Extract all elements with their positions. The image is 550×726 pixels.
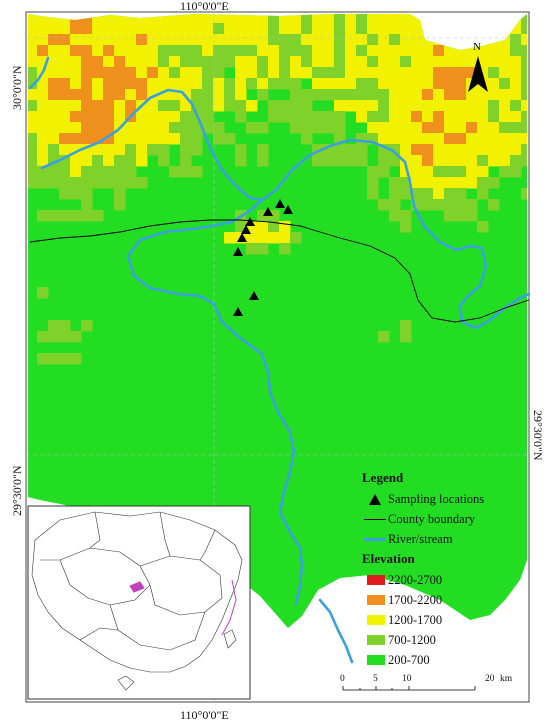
north-label: N [473,41,481,53]
rivers [28,56,531,664]
scale-label-20: 20 [485,674,495,684]
elevation-class-label: 1700-2200 [388,592,443,607]
legend-elevation-row: 200-700 [362,650,530,670]
left-latitude-top-label: 30°0'0"N [10,65,24,110]
legend-river-label: River/stream [388,531,453,546]
legend-row-river: River/stream [362,529,530,549]
county-boundary [29,219,530,323]
sampling-point [249,291,259,300]
legend: Legend Sampling locations County boundar… [362,470,530,670]
bottom-longitude-label: 110°0'0"E [180,708,229,722]
top-longitude-label: 110°0'0"E [180,0,229,13]
legend-elevation-row: 700-1200 [362,630,530,650]
scale-unit: km [500,674,513,684]
elevation-swatch [367,655,385,665]
legend-sampling-label: Sampling locations [388,491,485,506]
map-frame [25,11,530,703]
sampling-point [233,247,243,256]
north-arrow: N [468,41,488,92]
elevation-class-label: 1200-1700 [388,612,443,627]
legend-elevation-row: 2200-2700 [362,570,530,590]
elevation-class-label: 200-700 [388,652,430,667]
sampling-point [283,205,293,214]
sampling-point [233,307,243,316]
sampling-point [263,207,273,216]
sampling-point [237,233,247,242]
elevation-class-label: 700-1200 [388,632,436,647]
legend-county-label: County boundary [388,511,476,526]
legend-row-sampling: Sampling locations [362,489,530,509]
elevation-swatch [367,575,385,585]
scale-label-10: 10 [402,674,412,684]
sampling-point [275,199,285,208]
scale-label-5: 5 [373,674,378,684]
left-latitude-bottom-label: 29°30'0"N [10,465,24,516]
elevation-swatch [367,635,385,645]
elevation-swatch [367,615,385,625]
scale-bar [342,686,476,691]
triangle-icon [369,493,381,505]
right-latitude-label: 29°30'0"N [531,410,545,461]
sampling-point [241,225,251,234]
scale-label-0: 0 [340,674,345,684]
legend-elevation-row: 1200-1700 [362,610,530,630]
elevation-swatch [367,595,385,605]
sampling-point [245,217,255,226]
county-line-icon [364,518,386,520]
sampling-locations [233,199,293,316]
elevation-class-label: 2200-2700 [388,572,443,587]
legend-title: Legend [362,470,404,485]
river-line-icon [364,537,386,541]
elevation-title: Elevation [362,551,415,566]
legend-row-county: County boundary [362,509,530,529]
legend-elevation-row: 1700-2200 [362,590,530,610]
inset-map [27,505,251,700]
